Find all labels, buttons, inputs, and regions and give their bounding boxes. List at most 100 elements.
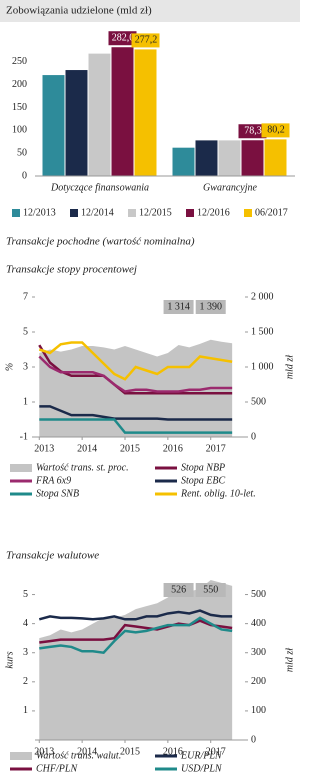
y2-tick-label: 100 [251,705,266,716]
line [39,418,233,434]
bar [218,140,241,176]
legend-swatch [10,752,32,760]
y-tick-label: 1 [23,705,28,716]
chart-title: Zobowiązania udzielone (mld zł) [6,5,152,17]
y-axis-label: kurs [4,651,15,668]
legend-swatch [128,209,136,217]
y-tick-label: 2 [23,676,28,687]
bar [172,147,195,176]
legend-label: Stopa EBC [181,475,225,486]
line [39,616,233,655]
bar [195,140,218,176]
value-label: 80,2 [267,125,285,136]
y-axis-label: % [4,363,15,371]
value-label: 78,3 [244,126,262,137]
page: Zobowiązania udzielone (mld zł) Transakc… [0,0,300,774]
y2-tick-label: 1 500 [251,326,274,337]
value-label: 282,0 [112,33,135,44]
y2-tick-label: 1 000 [251,361,274,372]
label-box [163,583,194,597]
bar [241,140,264,176]
y2-tick-label: 0 [251,734,256,745]
area [39,339,233,437]
legend-label: EUR/PLN [180,750,223,761]
x-tick-label: 2017 [206,746,226,757]
legend-label: 06/2017 [255,207,288,218]
legend-label: 12/2015 [139,207,172,218]
y2-tick-label: 500 [251,589,266,600]
bar [88,53,111,176]
x-tick-label: 2017 [206,443,226,454]
y-tick-label: -1 [20,431,28,442]
x-tick-label: 2013 [34,746,54,757]
y2-tick-label: 2 000 [251,291,274,302]
x-tick-label: 2013 [34,443,54,454]
x-tick-label: 2016 [163,443,183,454]
value-label: 1 390 [199,301,222,312]
value-label: 550 [203,584,218,595]
legend-label: Stopa NBP [181,462,225,473]
legend-label: FRA 6x9 [35,475,71,486]
y-tick-label: 100 [12,125,27,136]
legend-label: USD/PLN [181,763,223,774]
line [38,344,233,395]
line [39,405,233,421]
y-tick-label: 250 [12,56,27,67]
y-tick-label: 150 [12,102,27,113]
y-tick-label: 4 [23,618,28,629]
legend-label: 12/2013 [23,207,56,218]
y2-axis-label: mld zł [284,648,295,672]
y-tick-label: 1 [23,396,28,407]
legend-label: Rent. oblig. 10-let. [180,488,256,499]
line [39,619,233,644]
legend-label: Stopa SNB [36,488,79,499]
legend-swatch [186,209,194,217]
x-tick-label: Dotyczące finansowania [50,182,149,193]
chart-title: Transakcje walutowe [6,550,99,562]
y-tick-label: 3 [23,647,28,658]
x-tick-label: 2015 [120,746,140,757]
legend-label: Wartość trans. st. proc. [36,462,129,473]
x-tick-label: Gwarancyjne [203,182,257,193]
bar [264,139,287,176]
legend-swatch [10,464,32,472]
label-box [238,124,267,139]
section-heading: Transakcje pochodne (wartość nominalna) [6,236,195,248]
legend-label: 12/2014 [81,207,114,218]
y-tick-label: 5 [23,589,28,600]
line [38,355,233,393]
x-tick-label: 2014 [77,746,97,757]
x-tick-label: 2014 [77,443,97,454]
chart-title: Transakcje stopy procentowej [6,264,137,276]
label-box [261,123,290,138]
legend-label: Wartość trans. walut. [36,750,121,761]
value-label: 1 314 [167,301,190,312]
label-box [195,300,226,314]
legend-label: CHF/PLN [36,763,78,774]
label-box [163,300,194,314]
line [38,341,233,381]
label-box [131,33,160,48]
y2-tick-label: 500 [251,396,266,407]
line [38,609,233,621]
bar [65,70,88,176]
y-tick-label: 7 [23,291,28,302]
x-tick-label: 2015 [120,443,140,454]
y2-tick-label: 300 [251,647,266,658]
value-label: 277,2 [135,35,158,46]
label-box [108,31,137,46]
legend-label: 12/2016 [197,207,230,218]
y-tick-label: 50 [17,147,27,158]
y-tick-label: 200 [12,79,27,90]
bar [134,49,157,176]
title-strip [0,0,300,22]
y2-tick-label: 200 [251,676,266,687]
y-tick-label: 3 [23,361,28,372]
y2-tick-label: 400 [251,618,266,629]
value-label: 526 [171,584,186,595]
label-box [195,583,226,597]
y-tick-label: 0 [22,170,27,181]
legend-swatch [244,209,252,217]
y2-axis-label: mld zł [284,355,295,379]
legend-swatch [12,209,20,217]
